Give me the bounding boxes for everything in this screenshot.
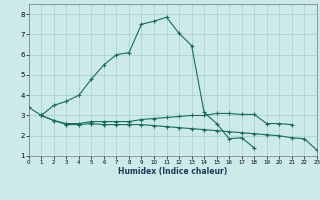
X-axis label: Humidex (Indice chaleur): Humidex (Indice chaleur)	[118, 167, 228, 176]
